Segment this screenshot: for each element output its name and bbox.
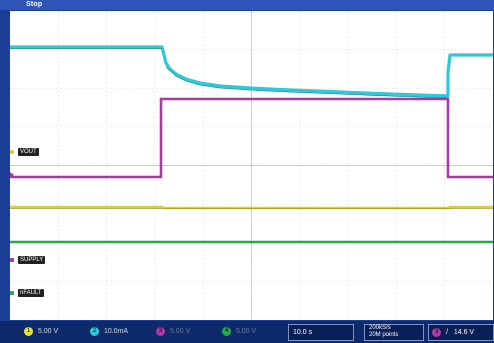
settings-status-bar: 1 5.00 V 2 10.0mA 3 5.00 V 4 5.00 V 10.0… [0,321,494,343]
trigger-readout: 3 / 14.6 V [432,327,474,338]
timebase-box[interactable]: 10.0 s [288,324,354,341]
ch1-scale-readout[interactable]: 1 5.00 V [24,326,58,337]
ch4-ground-marker-icon[interactable] [10,291,14,295]
ch3-ground-marker-icon[interactable] [10,258,14,262]
ch1-ground-marker-icon[interactable] [10,150,14,154]
graticule-center [10,11,493,320]
ch2-current-trace [10,45,493,98]
ch2-scale-readout[interactable]: 2 10.0mA [90,326,128,337]
vout-label: VOUT [18,148,39,156]
sample-rate: 200kS/s [369,325,391,331]
ch4-badge-icon: 4 [222,327,231,336]
supply-label: SUPPLY [18,256,46,264]
ch1-badge-icon: 1 [24,327,33,336]
ch4-scale-readout[interactable]: 4 5.00 V [222,326,256,337]
trigger-source-badge-icon: 3 [432,328,441,337]
timebase-scale: 10.0 s [293,329,313,336]
nfault-label: nFAULT [18,289,44,297]
sampling-box[interactable]: 200kS/s 20M points [364,324,424,341]
trigger-box[interactable]: 3 / 14.6 V [428,324,494,341]
trigger-marker-icon[interactable] [10,172,14,178]
ch1-vout-trace [10,205,493,210]
ch2-current-trace-edge [10,48,449,99]
trigger-slope-icon: / [445,329,448,336]
waveform-traces [10,11,493,320]
acquisition-state-label: Stop [26,1,43,8]
ch2-badge-icon: 2 [90,327,99,336]
acquisition-status-bar: Stop [0,0,494,10]
ch3-badge-icon: 3 [156,327,165,336]
trigger-level: 14.6 V [453,329,475,336]
ch3-scale-readout[interactable]: 3 5.00 V [156,326,190,337]
record-length: 20M points [369,332,399,338]
ch3-supply-trace [10,97,493,179]
